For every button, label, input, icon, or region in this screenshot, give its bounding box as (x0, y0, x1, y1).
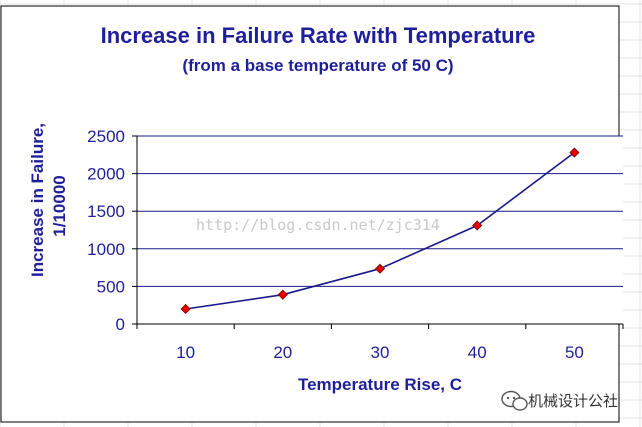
data-point-marker (277, 289, 288, 300)
series-markers (180, 147, 580, 315)
data-point-marker (374, 263, 386, 274)
watermark-text: http://blog.csdn.net/zjc314 (196, 216, 440, 234)
data-point-marker (472, 220, 483, 231)
brand-text: 机械设计公社 (528, 392, 618, 410)
chart-subtitle: (from a base temperature of 50 C) (182, 56, 453, 75)
wechat-icon (501, 390, 528, 411)
data-point-marker (180, 303, 191, 315)
y-axis-label-line2: 1/10000 (50, 175, 69, 236)
y-tick-label: 2500 (87, 127, 125, 146)
chart-title: Increase in Failure Rate with Temperatur… (101, 23, 536, 48)
x-axis-ticks: 10 20 30 40 50 (136, 324, 624, 362)
x-tick-label: 20 (273, 343, 292, 362)
x-tick-label: 40 (468, 343, 487, 362)
x-tick-label: 50 (565, 343, 584, 362)
y-tick-label: 500 (97, 277, 125, 296)
y-tick-label: 1500 (87, 202, 125, 221)
y-tick-label: 2000 (87, 165, 125, 184)
brand-badge: 机械设计公社 (501, 390, 618, 411)
y-axis-label-line1: Increase in Failure, (28, 123, 47, 277)
y-tick-label: 1000 (87, 240, 125, 259)
data-point-marker (569, 147, 580, 158)
gridlines (137, 135, 623, 287)
x-tick-label: 10 (176, 343, 195, 362)
x-axis-label: Temperature Rise, C (298, 375, 462, 394)
y-axis-ticks: 0 500 1000 1500 2000 2500 (87, 127, 137, 334)
plot-area (137, 136, 623, 324)
x-tick-label: 30 (371, 343, 390, 362)
y-tick-label: 0 (116, 315, 125, 334)
